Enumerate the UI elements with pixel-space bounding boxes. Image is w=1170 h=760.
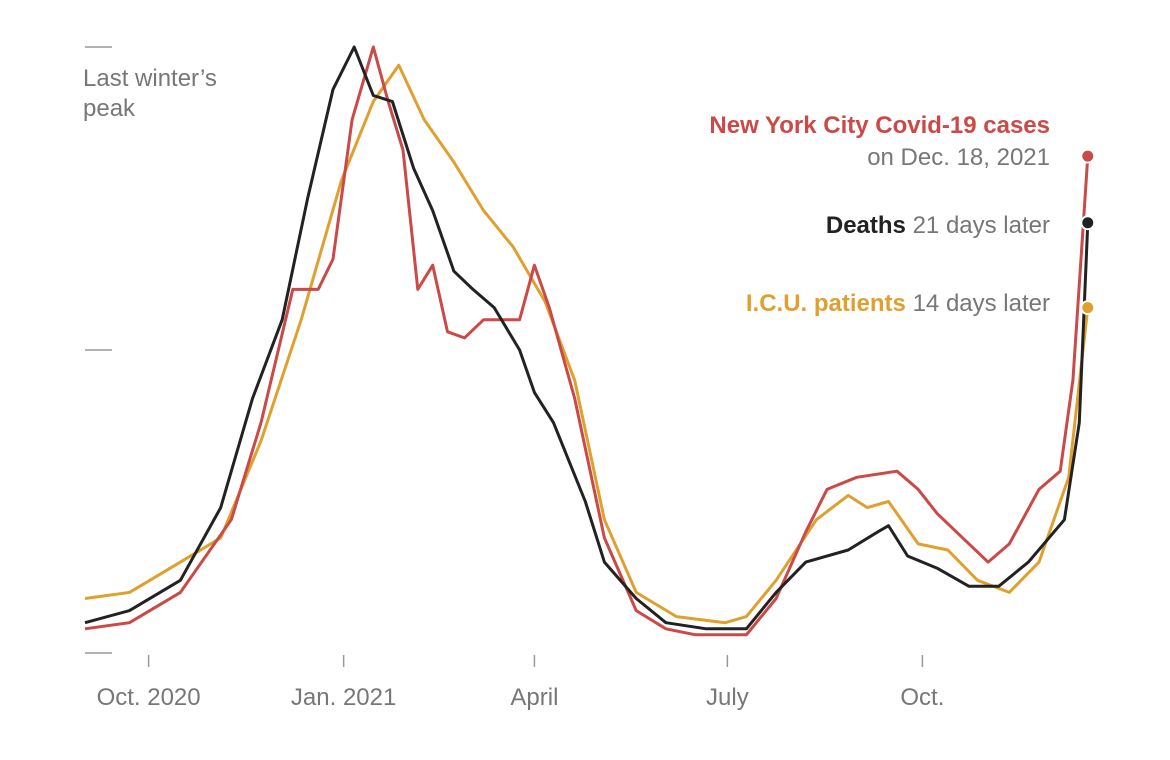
series-lines bbox=[84, 45, 1090, 637]
line-icu bbox=[84, 63, 1090, 625]
y-annotation-line2: peak bbox=[83, 95, 136, 122]
y-axis-ticks bbox=[85, 46, 112, 654]
legend-icu-rest: 14 days later bbox=[913, 290, 1050, 317]
legend-icu-bold: I.C.U. patients bbox=[746, 290, 906, 317]
legend-deaths: Deaths 21 days later bbox=[826, 212, 1050, 239]
legend-deaths-lag bbox=[906, 212, 913, 239]
legend-cases: New York City Covid-19 cases bbox=[709, 112, 1050, 139]
legend-icu: I.C.U. patients 14 days later bbox=[746, 290, 1050, 317]
legend-icu-space bbox=[906, 290, 913, 317]
x-axis-ticks: Oct. 2020 Jan. 2021 April July Oct. bbox=[97, 655, 944, 711]
line-deaths bbox=[84, 45, 1090, 631]
x-tick-label: Jan. 2021 bbox=[291, 684, 396, 711]
legend-deaths-bold: Deaths bbox=[826, 212, 906, 239]
end-dot-cases bbox=[1080, 148, 1096, 164]
x-tick-label: July bbox=[706, 684, 749, 711]
x-tick-label: Oct. bbox=[900, 684, 944, 711]
y-annotation: Last winter’s peak bbox=[83, 65, 217, 122]
series-end-dots bbox=[1080, 148, 1096, 316]
y-annotation-line1: Last winter’s bbox=[83, 65, 217, 92]
x-tick-label: April bbox=[510, 684, 558, 711]
legend-deaths-rest: 21 days later bbox=[913, 212, 1050, 239]
x-tick-label: Oct. 2020 bbox=[97, 684, 201, 711]
end-dot-icu bbox=[1080, 300, 1096, 316]
end-dot-deaths bbox=[1080, 215, 1096, 231]
legend-cases-date: on Dec. 18, 2021 bbox=[867, 144, 1050, 171]
line-cases bbox=[84, 45, 1090, 637]
